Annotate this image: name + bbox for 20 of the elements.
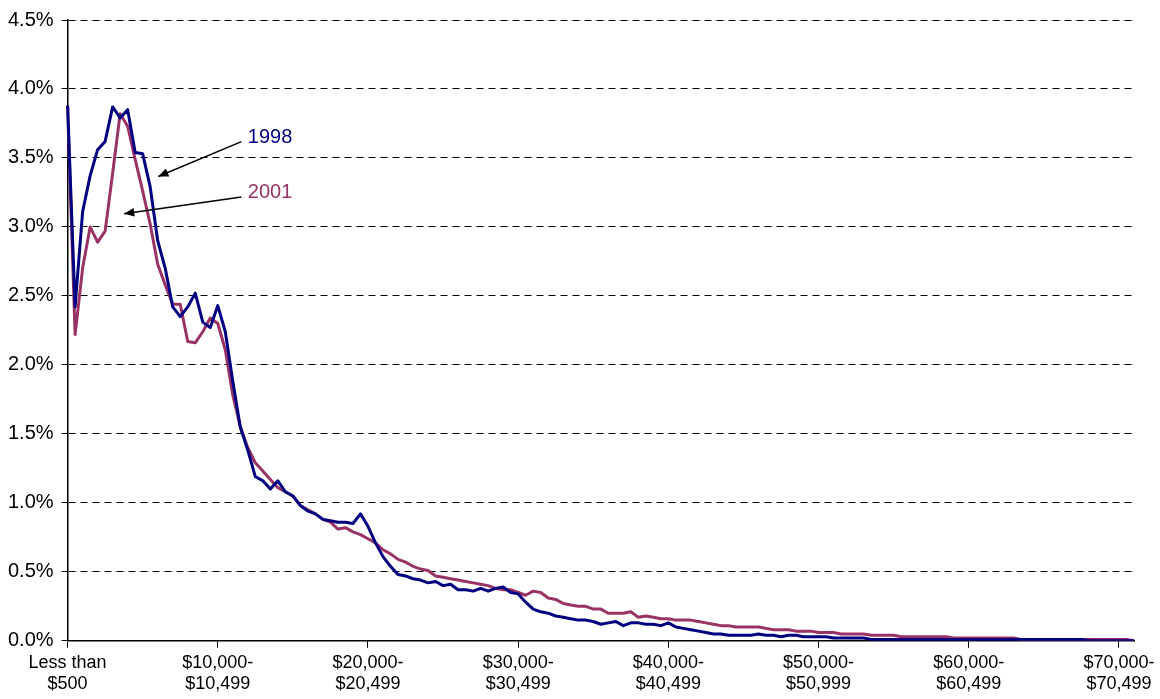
x-tick-label: $70,000- $70,499 bbox=[1083, 651, 1155, 694]
y-tick-label: 0.0% bbox=[7, 628, 54, 651]
x-tick-label: $10,000- $10,499 bbox=[182, 651, 254, 694]
y-tick-label: 0.5% bbox=[7, 559, 54, 582]
y-tick-label: 1.0% bbox=[7, 490, 54, 513]
y-tick-label: 3.5% bbox=[7, 145, 54, 168]
x-tick-label: $20,000- $20,499 bbox=[332, 651, 404, 694]
y-tick-label: 4.5% bbox=[7, 7, 54, 30]
x-tick-label: $50,000- $50,999 bbox=[783, 651, 855, 694]
x-tick-label: Less than $500 bbox=[28, 651, 107, 694]
x-tick-label: $40,000- $40,499 bbox=[632, 651, 704, 694]
y-tick-label: 2.0% bbox=[7, 352, 54, 375]
text: 1998 bbox=[247, 125, 293, 148]
x-tick-label: $30,000- $30,499 bbox=[482, 651, 554, 694]
y-tick-label: 1.5% bbox=[7, 421, 54, 444]
y-tick-label: 4.0% bbox=[7, 76, 54, 99]
y-tick-label: 2.5% bbox=[7, 283, 54, 306]
text: 2001 bbox=[247, 180, 293, 203]
y-tick-label: 3.0% bbox=[7, 214, 54, 237]
x-tick-label: $60,000- $60,499 bbox=[933, 651, 1005, 694]
